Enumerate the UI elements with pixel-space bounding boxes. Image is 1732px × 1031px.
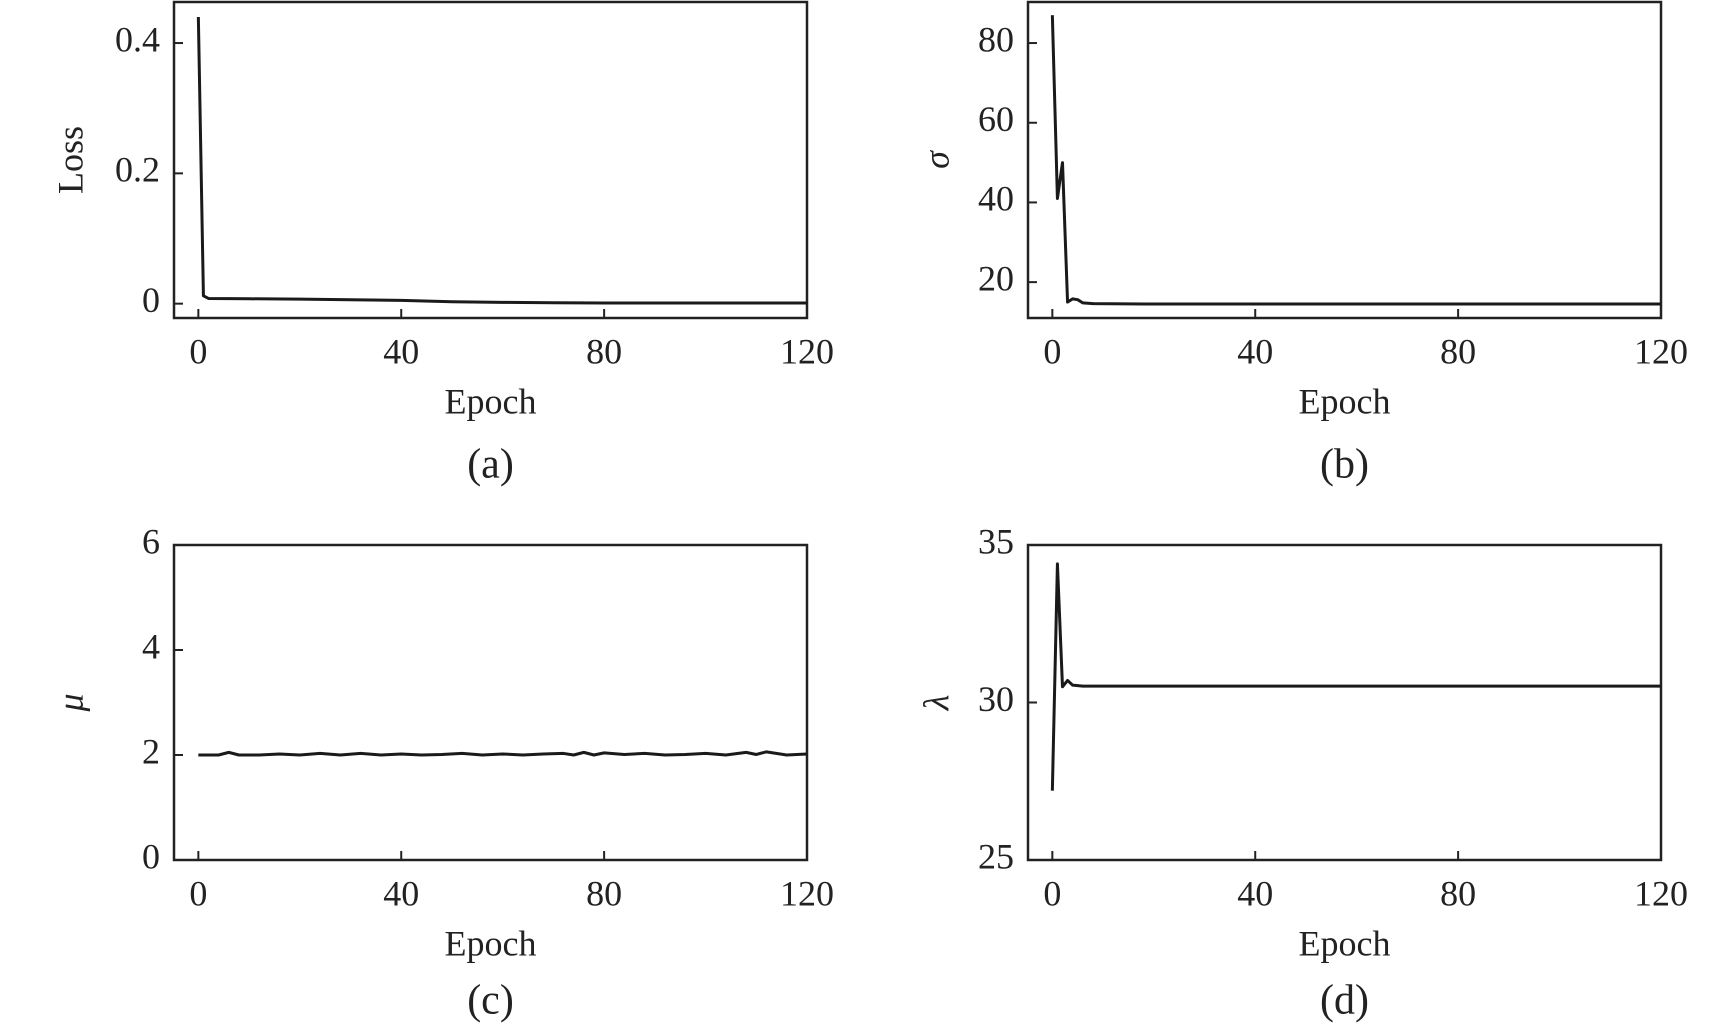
x-tick-label: 120 (1634, 331, 1688, 371)
y-tick-label: 2 (142, 731, 160, 771)
x-tick-label: 80 (1440, 873, 1476, 913)
y-tick-label: 25 (978, 836, 1014, 876)
x-axis-label: Epoch (1299, 381, 1391, 421)
x-tick-label: 0 (1043, 331, 1061, 371)
y-axis-label: Loss (50, 126, 90, 194)
x-tick-label: 120 (780, 331, 834, 371)
x-axis-label: Epoch (445, 381, 537, 421)
y-tick-label: 0.4 (115, 19, 160, 59)
panel-caption: (c) (467, 978, 514, 1024)
panel-caption: (b) (1320, 442, 1369, 488)
x-tick-label: 120 (780, 873, 834, 913)
y-tick-label: 6 (142, 521, 160, 561)
x-tick-label: 80 (586, 873, 622, 913)
panel-caption: (d) (1320, 978, 1369, 1024)
y-axis-label: σ (916, 150, 956, 169)
data-line (198, 750, 808, 757)
y-axis-label: λ (916, 695, 956, 712)
x-tick-label: 40 (1237, 331, 1273, 371)
y-tick-label: 0.2 (115, 150, 160, 190)
y-tick-label: 0 (142, 280, 160, 320)
data-line (1050, 562, 1661, 791)
y-tick-label: 40 (978, 179, 1014, 219)
x-tick-label: 40 (1237, 873, 1273, 913)
x-tick-label: 120 (1634, 873, 1688, 913)
y-tick-label: 20 (978, 258, 1014, 298)
x-axis-label: Epoch (445, 923, 537, 963)
plot-frame (172, 543, 809, 862)
y-tick-label: 30 (978, 679, 1014, 719)
x-tick-label: 80 (586, 331, 622, 371)
y-tick-label: 4 (142, 626, 160, 666)
plot-frame (172, 0, 809, 320)
x-axis-label: Epoch (1299, 923, 1391, 963)
x-tick-label: 0 (1043, 873, 1061, 913)
panel-caption: (a) (467, 442, 514, 488)
y-tick-label: 35 (978, 521, 1014, 561)
x-tick-label: 40 (383, 873, 419, 913)
y-axis-label: μ (50, 693, 90, 712)
data-line (1050, 15, 1661, 306)
data-line (196, 16, 807, 305)
plot-frame (1026, 0, 1663, 320)
y-tick-label: 60 (978, 99, 1014, 139)
y-tick-label: 0 (142, 836, 160, 876)
x-tick-label: 0 (189, 873, 207, 913)
x-tick-label: 40 (383, 331, 419, 371)
x-tick-label: 80 (1440, 331, 1476, 371)
y-tick-label: 80 (978, 19, 1014, 59)
plot-frame (1026, 543, 1663, 862)
x-tick-label: 0 (189, 331, 207, 371)
